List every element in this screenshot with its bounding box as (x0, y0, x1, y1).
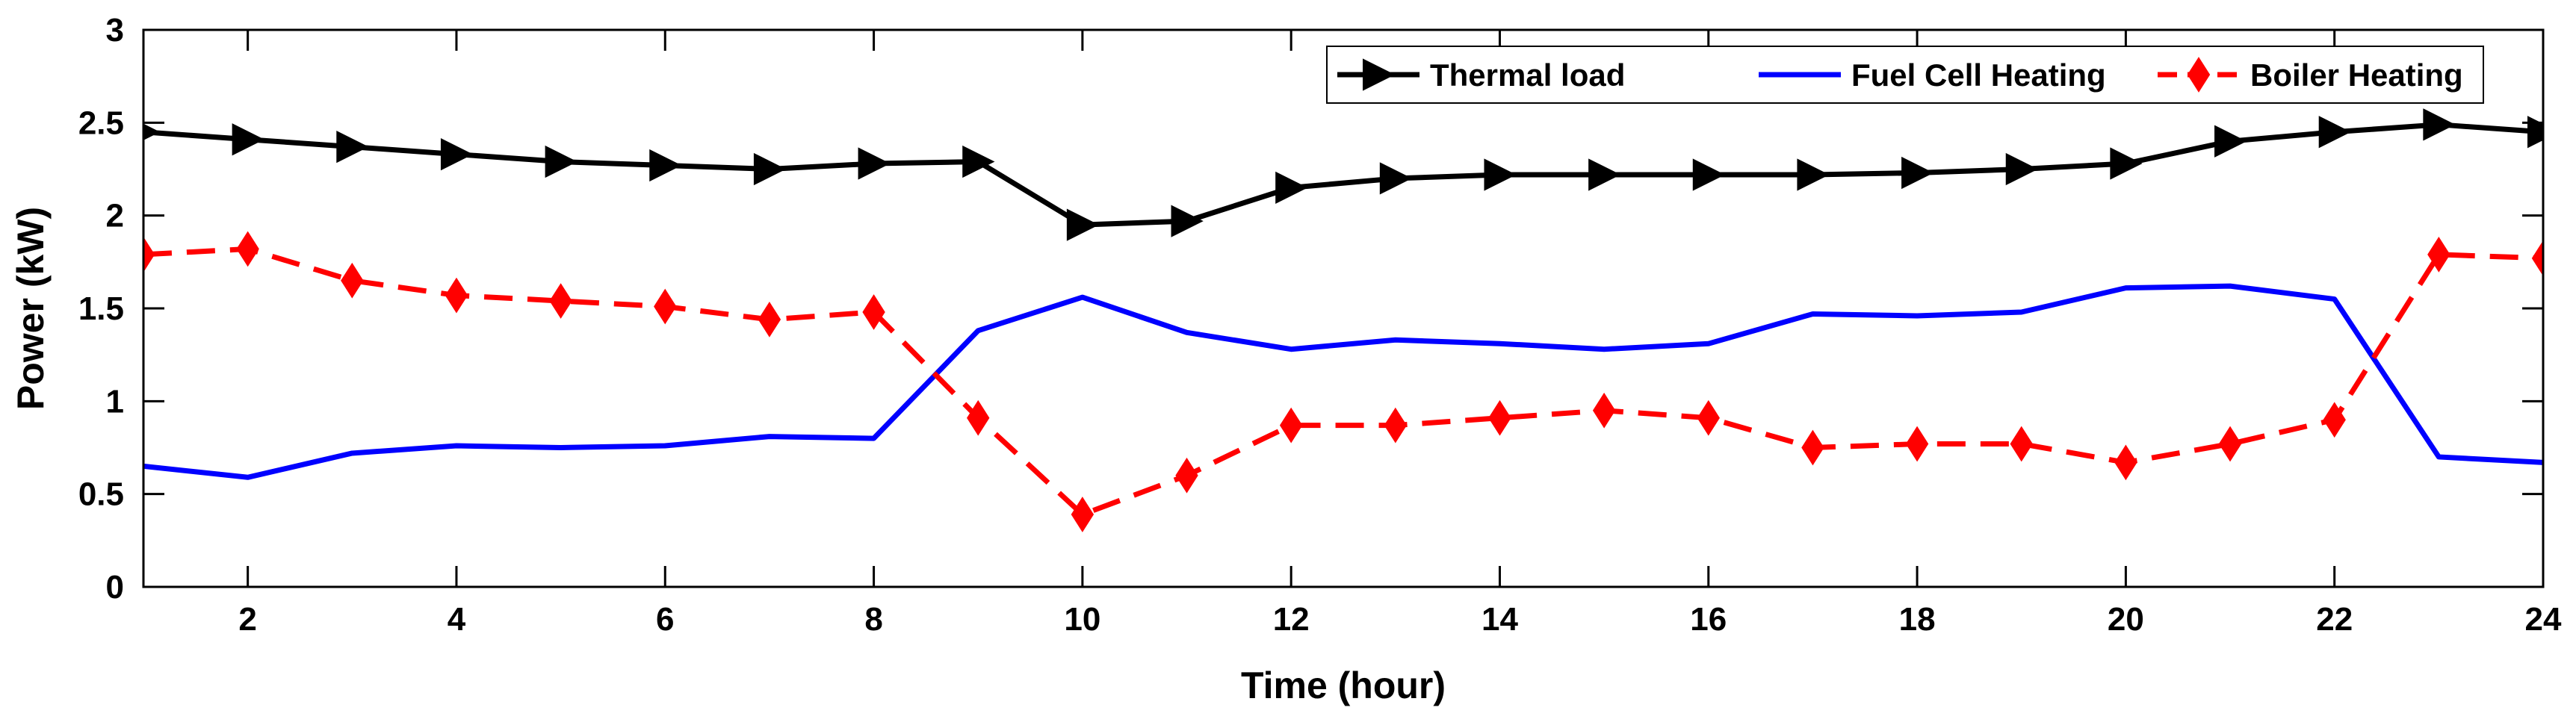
x-tick-label: 2 (238, 601, 256, 638)
legend-marker (2187, 57, 2211, 93)
data-point (2527, 116, 2543, 149)
data-point (753, 152, 787, 186)
series-fuel-cell-heating (143, 283, 2543, 480)
y-tick-label: 0 (106, 569, 124, 606)
data-point (2323, 402, 2346, 438)
data-point (862, 294, 885, 330)
data-point (1175, 457, 1198, 494)
data-point (1484, 158, 1517, 191)
data-point (758, 302, 781, 337)
data-point (1279, 407, 1303, 444)
data-point (2318, 116, 2351, 149)
x-tick-label: 10 (1064, 601, 1100, 638)
data-point (1797, 158, 1830, 191)
series-thermal-load (143, 108, 2543, 241)
data-point (2110, 147, 2143, 180)
data-point (236, 231, 259, 267)
y-tick-label: 0.5 (78, 476, 124, 513)
data-point (2423, 108, 2456, 141)
y-tick-label: 1 (106, 383, 124, 420)
data-point (967, 399, 990, 436)
legend-marker (1363, 58, 1396, 91)
data-point (1071, 497, 1095, 532)
data-point (1692, 158, 1726, 191)
data-point (549, 283, 572, 319)
x-tick-label: 6 (656, 601, 674, 638)
x-tick-label: 8 (864, 601, 882, 638)
series-line (143, 246, 2543, 517)
y-tick-label: 2.5 (78, 105, 124, 141)
data-point (2531, 240, 2543, 276)
data-point (143, 237, 155, 273)
data-point (649, 149, 682, 182)
y-tick-label: 3 (106, 12, 124, 49)
x-tick-label: 12 (1273, 601, 1310, 638)
x-axis-label: Time (hour) (1241, 665, 1446, 706)
x-tick-label: 14 (1481, 601, 1518, 638)
data-point (232, 123, 264, 156)
legend: Thermal load Fuel Cell Heating Boiler Heat… (1326, 46, 2484, 104)
data-point (1901, 156, 1934, 190)
x-tick-label: 18 (1899, 601, 1936, 638)
series-boiler-heating (143, 231, 2543, 532)
data-point (2427, 237, 2450, 273)
data-point (341, 262, 364, 299)
y-axis-label: Power (kW) (10, 207, 52, 410)
data-point (1488, 399, 1511, 436)
legend-item: Fuel Cell Heating (1759, 57, 2106, 93)
data-point (2214, 125, 2247, 158)
x-tick-label: 4 (448, 601, 466, 638)
y-tick-label: 2 (106, 198, 124, 234)
data-point (143, 123, 161, 140)
data-point (1801, 429, 1824, 466)
x-tick-label: 22 (2316, 601, 2353, 638)
legend-label: Boiler Heating (2250, 57, 2463, 93)
data-point (1588, 158, 1621, 191)
data-point (545, 145, 578, 178)
series-line (143, 122, 2543, 228)
data-point (1066, 208, 1100, 241)
x-tick-label: 20 (2108, 601, 2144, 638)
data-point (1905, 426, 1929, 462)
series-layer (143, 108, 2543, 532)
data-point (1171, 205, 1204, 237)
data-point (2114, 444, 2137, 481)
legend-label: Fuel Cell Heating (1851, 57, 2106, 93)
data-point (1275, 171, 1308, 204)
x-tick-label: 24 (2525, 601, 2562, 638)
series-line (143, 283, 2543, 480)
data-point (1384, 407, 1408, 444)
y-tick-label: 1.5 (78, 290, 124, 327)
data-point (2218, 426, 2242, 462)
data-point (858, 147, 891, 180)
data-point (654, 288, 677, 325)
data-point (1697, 399, 1720, 436)
data-point (440, 137, 474, 171)
plot-area-frame (142, 28, 2545, 588)
data-point (1592, 392, 1616, 429)
legend-item: Thermal load (1337, 57, 1625, 93)
data-point (445, 277, 468, 314)
legend-label: Thermal load (1430, 57, 1625, 93)
data-point (1379, 162, 1413, 195)
data-point (336, 131, 369, 164)
x-tick-label: 16 (1690, 601, 1727, 638)
data-point (2005, 152, 2038, 186)
data-point (962, 145, 995, 178)
legend-item: Boiler Heating (2158, 57, 2463, 93)
data-point (2010, 426, 2033, 462)
legend-box (1326, 46, 2484, 104)
